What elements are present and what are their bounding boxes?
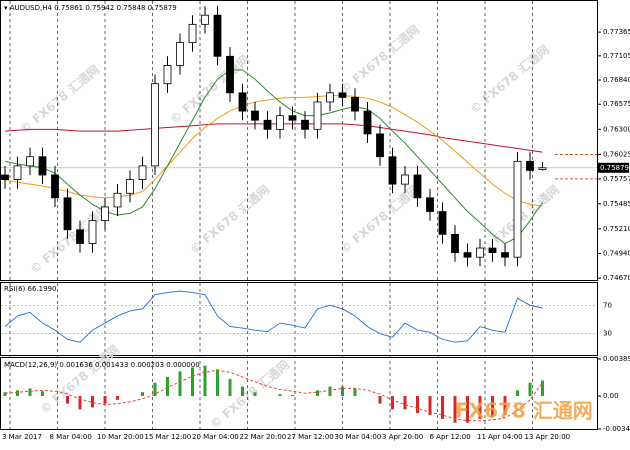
moving-average: [4, 95, 543, 207]
macd-signal: [4, 369, 543, 422]
candle-body: [301, 119, 309, 130]
candle-body: [513, 160, 522, 258]
candle-body: [538, 167, 547, 170]
candle-body: [13, 165, 22, 180]
macd-tick-label: -0.003465: [603, 425, 630, 433]
macd-title: MACD(12,26,9) 0.001636 0.001433 0.000203…: [4, 361, 200, 369]
candle-body: [376, 133, 384, 158]
candle-body: [313, 101, 322, 130]
logo: FX678 汇通网: [455, 399, 593, 423]
price-box: [598, 162, 629, 173]
candle-body: [263, 119, 272, 130]
candle-body: [526, 160, 534, 171]
candle-body: [26, 156, 34, 167]
y-tick-label: 0.77105: [603, 52, 630, 60]
x-tick-label: 30 Mar 04:00: [335, 433, 382, 441]
candle-body: [451, 233, 459, 254]
candle-body: [138, 165, 147, 180]
y-tick-label: 0.75485: [603, 200, 630, 208]
x-tick-label: 10 Mar 20:00: [97, 433, 144, 441]
candle-body: [163, 65, 172, 85]
x-tick-label: 11 Apr 04:00: [477, 433, 523, 441]
candle-body: [351, 96, 359, 112]
candle-body: [176, 42, 184, 66]
candle-body: [488, 247, 497, 254]
chart-header: ▾ AUDUSD,H4 0.75861 0.75942 0.75848 0.75…: [4, 4, 177, 12]
rsi-panel: [0, 282, 598, 356]
y-tick-label: 0.76025: [603, 150, 630, 158]
y-tick-label: 0.77365: [603, 28, 630, 36]
candle-body: [251, 110, 259, 121]
macd-panel: [0, 357, 598, 430]
candle-body: [338, 92, 347, 98]
y-tick-label: 0.75210: [603, 225, 630, 233]
candle-body: [88, 220, 97, 244]
candle-body: [151, 83, 159, 167]
x-tick-label: 3 Mar 2017: [2, 433, 42, 441]
x-tick-label: 13 Apr 20:00: [525, 433, 571, 441]
candle-body: [388, 156, 397, 185]
y-tick-label: 0.76575: [603, 100, 630, 108]
candle-body: [401, 174, 409, 185]
macd-tick-label: 0.00: [603, 392, 619, 400]
candle-body: [276, 115, 284, 130]
candle-body: [226, 55, 234, 94]
candle-body: [288, 115, 297, 121]
candle-body: [76, 229, 84, 244]
high-value: 0.75942: [85, 4, 114, 12]
x-tick-label: 15 Mar 12:00: [145, 433, 192, 441]
macd-tick-label: 0.003894: [603, 355, 630, 363]
y-tick-label: 0.75757: [603, 175, 630, 183]
x-tick-label: 20 Mar 04:00: [192, 433, 239, 441]
y-tick-label: 0.74670: [603, 274, 630, 282]
candle-body: [201, 14, 209, 25]
candle-body: [438, 211, 447, 235]
moving-average: [4, 123, 543, 153]
x-tick-label: 8 Mar 04:00: [50, 433, 92, 441]
rsi-title: RSI(6) 66.1990: [4, 285, 56, 293]
candle-body: [413, 174, 422, 199]
y-tick-label: 0.74940: [603, 250, 630, 258]
x-tick-label: 3 Apr 20:00: [382, 433, 423, 441]
candle-body: [426, 197, 434, 212]
candle-body: [126, 179, 134, 194]
candle-body: [476, 247, 484, 258]
low-value: 0.75848: [117, 4, 146, 12]
y-tick-label: 0.76840: [603, 76, 630, 84]
candle-body: [363, 110, 372, 135]
candle-body: [213, 14, 222, 57]
price-label: 0.75879: [600, 164, 629, 172]
rsi-tick-label: 30: [603, 330, 612, 338]
rsi-line: [4, 290, 543, 343]
symbol: ▾ AUDUSD,H4: [4, 4, 52, 12]
candle-body: [63, 197, 72, 231]
candle-body: [113, 192, 122, 208]
candle-body: [101, 206, 109, 222]
x-tick-label: 22 Mar 20:00: [240, 433, 287, 441]
y-tick-label: 0.76300: [603, 125, 630, 133]
candle-body: [501, 252, 509, 258]
open-value: 0.75861: [54, 4, 83, 12]
rsi-tick-label: 70: [603, 301, 612, 309]
candle-body: [188, 23, 197, 44]
candle-body: [1, 174, 9, 180]
x-tick-label: 6 Apr 12:00: [430, 433, 471, 441]
moving-average: [4, 69, 543, 245]
candle-body: [51, 174, 59, 199]
x-tick-label: 27 Mar 12:00: [287, 433, 334, 441]
candle-body: [238, 92, 247, 112]
main-panel: [0, 0, 598, 281]
candle-body: [463, 252, 472, 258]
candle-body: [38, 156, 47, 176]
candle-body: [326, 92, 334, 103]
close-value: 0.75879: [148, 4, 177, 12]
